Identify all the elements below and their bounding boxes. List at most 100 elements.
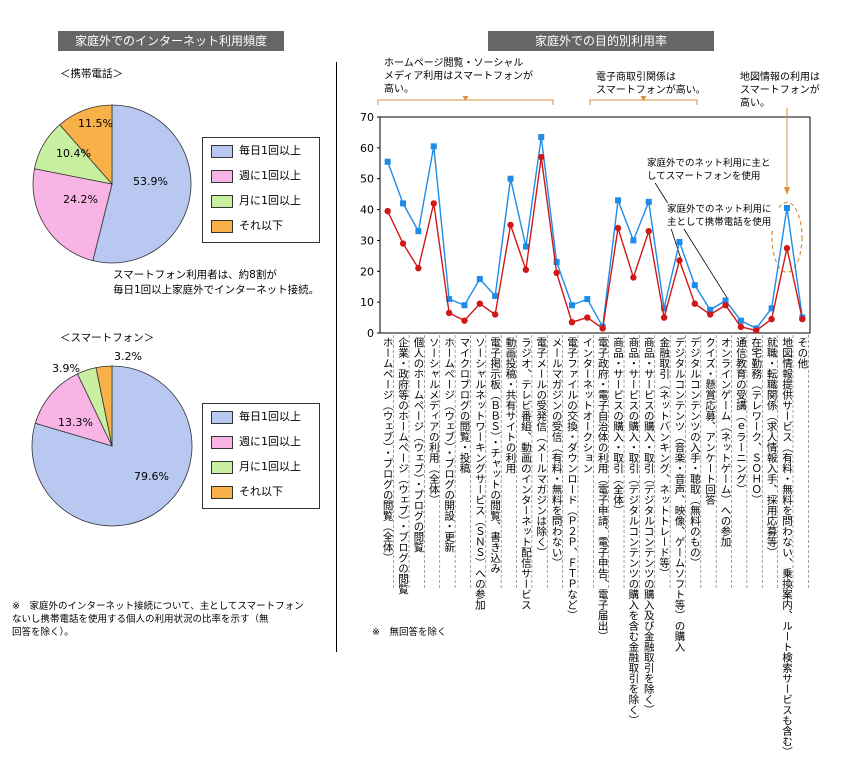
pie1-slice-daily — [92, 104, 192, 264]
point-mobile — [507, 221, 514, 229]
category-label: ソーシャルメディアの利用（全体） — [427, 337, 440, 505]
point-mobile — [553, 269, 560, 277]
category-label: 電子メールの受発信（メールマガジンは除く） — [535, 337, 548, 558]
y-tick-label: 10 — [360, 296, 374, 309]
y-tick-label: 0 — [367, 327, 374, 340]
point-mobile — [676, 257, 683, 264]
point-smartphone — [661, 305, 668, 312]
series-label-smartphone-text: 家庭外でのネット利用に主としてスマートフォンを使用 — [647, 158, 771, 182]
point-mobile — [783, 244, 791, 252]
point-mobile — [630, 274, 637, 281]
point-smartphone — [553, 259, 560, 266]
category-label: 企業・政府等のホームページ（ウェブ）・ブログの閲覧 — [397, 337, 410, 595]
point-mobile — [522, 266, 530, 273]
category-label: ラジオ、テレビ番組、動画のインターネット配信サービス — [519, 337, 532, 610]
point-mobile — [476, 300, 484, 307]
right-title: 家庭外での目的別利用率 — [488, 31, 714, 51]
bracket-ecommerce-arrow — [640, 96, 647, 101]
series-line-mobile — [387, 157, 804, 332]
point-mobile — [645, 227, 652, 235]
y-tick-label: 60 — [360, 142, 374, 155]
point-smartphone — [722, 297, 729, 304]
left-pies — [31, 104, 193, 527]
pie2-label-daily: 79.6% — [134, 470, 169, 483]
panel-divider — [336, 62, 337, 652]
legend-weekly: 週に1回以上 — [239, 169, 301, 182]
category-label: その他 — [796, 337, 809, 369]
legend-less: それ以下 — [239, 485, 283, 498]
point-mobile — [415, 265, 422, 272]
point-smartphone — [461, 302, 468, 309]
point-smartphone — [430, 143, 437, 150]
swatch-monthly — [211, 194, 233, 208]
bracket-web-social-arrow — [462, 96, 469, 101]
point-smartphone — [737, 317, 744, 324]
series-label-mobile: 家庭外でのネット利用に主として携帯電話を使用 — [667, 203, 779, 229]
map-annotation-arrowhead — [783, 187, 790, 195]
category-label: インターネットオークション — [581, 337, 594, 474]
point-smartphone — [384, 158, 391, 165]
legend-weekly: 週に1回以上 — [239, 435, 301, 448]
series-label-mobile-text: 家庭外でのネット利用に主として携帯電話を使用 — [667, 204, 772, 228]
point-smartphone — [538, 134, 545, 141]
point-mobile — [768, 315, 775, 323]
swatch-weekly — [211, 169, 233, 183]
category-label: 電子ファイルの交換・ダウンロード（Ｐ２Ｐ、ＦＴＰなど） — [565, 337, 578, 621]
series-label-smartphone: 家庭外でのネット利用に主としてスマートフォンを使用 — [647, 157, 779, 183]
point-smartphone — [645, 198, 652, 205]
point-mobile — [445, 309, 453, 317]
category-label: クイズ・懸賞応募、アンケート回答 — [704, 337, 717, 505]
pointer-smartphone — [646, 169, 728, 299]
mid-note-line1: スマートフォン利用者は、約8割が — [113, 269, 277, 281]
pie1-label-monthly: 10.4% — [56, 147, 91, 160]
legend-monthly: 月に1回以上 — [239, 194, 301, 207]
smartphone-pie-label: ＜スマートフォン＞ — [60, 332, 155, 344]
smartphone-pie-legend: 毎日1回以上 週に1回以上 月に1回以上 それ以下 — [202, 403, 320, 509]
point-mobile — [599, 325, 606, 332]
mobile-pie-label: ＜携帯電話＞ — [60, 68, 123, 80]
category-label: ホームページ（ウェブ）・ブログの閲覧（全体） — [381, 337, 394, 563]
category-label: デジタルコンテンツ（音楽・音声、映像、ゲームソフト等）の購入 — [673, 337, 686, 652]
category-label: 就職・転職関係（求人情報入手、採用応募等） — [765, 337, 778, 558]
point-mobile — [660, 314, 668, 321]
y-tick-label: 70 — [360, 111, 374, 124]
point-mobile — [568, 319, 576, 326]
point-smartphone — [476, 276, 483, 282]
y-tick-label: 30 — [360, 234, 374, 247]
mobile-pie-legend: 毎日1回以上 週に1回以上 月に1回以上 それ以下 — [202, 137, 320, 243]
point-mobile — [430, 200, 437, 207]
pie2-label-weekly: 13.3% — [58, 416, 93, 429]
y-tick-label: 20 — [360, 265, 374, 278]
mid-note-line2: 毎日1回以上家庭外でインターネット接続。 — [113, 284, 320, 296]
point-smartphone — [676, 238, 683, 245]
category-label: ホームページ（ウェブ）・ブログの開設・更新 — [443, 337, 456, 553]
point-mobile — [538, 153, 545, 161]
category-label: オンラインゲーム（ネットゲーム）への参加 — [719, 337, 732, 547]
category-label: 金融取引（ネットバンキング、ネットトレード等） — [658, 337, 671, 579]
category-label: デジタルコンテンツの入手・聴取（無料のもの） — [688, 337, 701, 568]
pie1-slice-weekly — [32, 168, 113, 262]
annotation-map: 地図情報の利用は スマートフォンが 高い。 — [740, 72, 820, 109]
map-highlight-oval — [771, 201, 803, 273]
swatch-less — [211, 485, 233, 499]
category-label: 地図情報提供サービス（有料・無料を問わない、乗換案内、ルート検索サービスも含む） — [780, 337, 793, 757]
y-tick-label: 50 — [360, 173, 374, 186]
point-smartphone — [568, 302, 575, 309]
point-mobile — [722, 302, 729, 309]
point-smartphone — [630, 237, 637, 244]
category-label: 商品・サービスの購入・取引（デジタルコンテンツの購入を含む金融取引を除く） — [627, 337, 640, 726]
point-smartphone — [707, 306, 714, 313]
pie2-label-less: 3.2% — [114, 350, 142, 363]
category-label: 個人のホームページ（ウェブ）・ブログの閲覧 — [412, 337, 425, 553]
pie1-label-weekly: 24.2% — [63, 193, 98, 206]
point-mobile — [737, 323, 745, 331]
legend-daily: 毎日1回以上 — [239, 144, 301, 157]
point-smartphone — [400, 200, 407, 207]
point-smartphone — [522, 243, 529, 250]
footnote-right: ※ 無回答を除く — [372, 627, 447, 638]
point-mobile — [691, 300, 699, 307]
point-smartphone — [691, 282, 698, 289]
category-label: ソーシャルネットワーキングサービス（ＳＮＳ）への参加 — [473, 337, 486, 610]
legend-less: それ以下 — [239, 219, 283, 232]
point-smartphone — [507, 175, 514, 182]
